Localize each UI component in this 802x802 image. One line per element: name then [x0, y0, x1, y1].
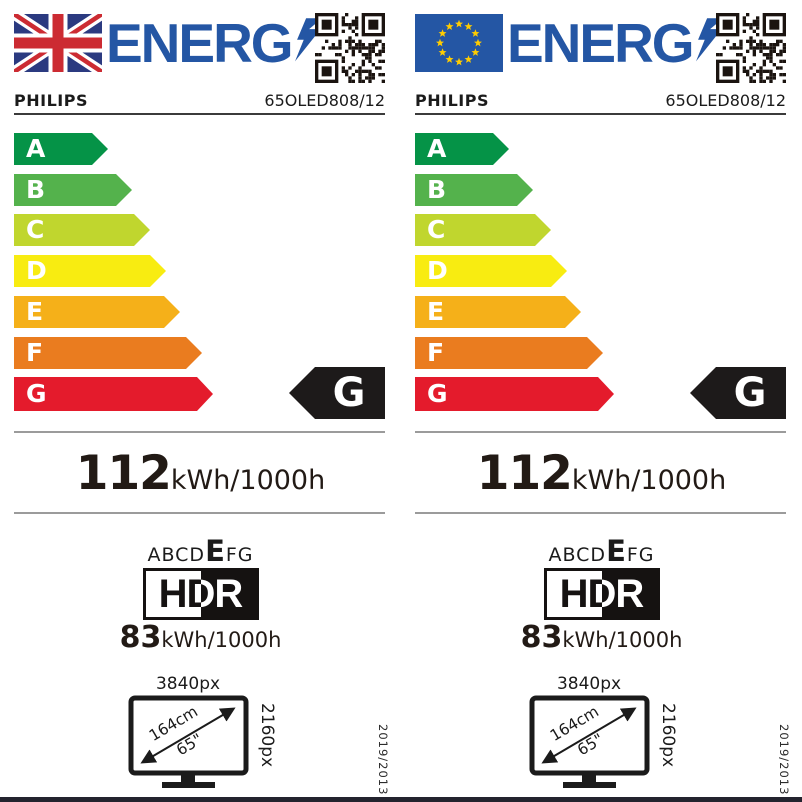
divider: [415, 512, 786, 514]
hdr-logo-text-light: HDR: [201, 572, 244, 616]
energ-word: ENERG: [106, 11, 294, 74]
screen-height-label: 2160px: [257, 703, 276, 767]
brand-row: PHILIPS 65OLED808/12: [14, 91, 385, 110]
hdr-consumption: 83 kWh/1000h: [401, 620, 802, 655]
energy-label-uk: ENERG PHILIPS 65OLED808/12 A B C D E F G…: [0, 0, 401, 797]
rating-pointer: G: [289, 367, 385, 419]
header-divider: [415, 113, 786, 115]
hdr-classes-after: FG: [225, 544, 254, 566]
energ-logo: ENERG: [106, 14, 322, 72]
sdr-value: 112: [75, 446, 172, 501]
scale-arrow-c: C: [14, 214, 150, 246]
hdr-logo-dark-half: HDR: [601, 571, 657, 617]
scale-arrow-g: G: [415, 377, 614, 411]
model-number: 65OLED808/12: [665, 91, 786, 110]
scale-arrow-g: G: [14, 377, 213, 411]
hdr-consumption: 83 kWh/1000h: [0, 620, 401, 655]
scale-arrow-b: B: [415, 174, 533, 206]
scale-arrow-e: E: [14, 296, 180, 328]
hdr-logo: HDR HDR: [543, 568, 660, 620]
regulation-number: 2019/2013: [376, 724, 390, 796]
energy-label-eu: ENERG PHILIPS 65OLED808/12 A B C D E F G…: [401, 0, 802, 797]
brand-name: PHILIPS: [14, 91, 88, 110]
grade-letter: F: [26, 338, 44, 367]
sdr-consumption: 112 kWh/1000h: [401, 446, 802, 501]
grade-letter: D: [427, 256, 448, 285]
eu-flag-icon: [415, 14, 503, 72]
scale-arrow-d: D: [415, 255, 567, 287]
scale-arrow-a: A: [14, 133, 108, 165]
grade-letter: D: [26, 256, 47, 285]
hdr-class-current: E: [205, 534, 226, 568]
sdr-unit: kWh/1000h: [170, 465, 326, 496]
divider: [14, 512, 385, 514]
rating-pointer: G: [690, 367, 786, 419]
scale-arrow-c: C: [415, 214, 551, 246]
scale-arrow-f: F: [415, 337, 603, 369]
grade-letter: C: [26, 215, 45, 244]
grade-letter: E: [427, 297, 445, 326]
scale-arrow-a: A: [415, 133, 509, 165]
grade-letter: A: [427, 134, 447, 163]
hdr-classes-before: ABCD: [548, 544, 607, 566]
grade-letter: B: [427, 175, 447, 204]
brand-name: PHILIPS: [415, 91, 489, 110]
hdr-class-current: E: [606, 534, 627, 568]
diagonal-arrow: [139, 707, 236, 764]
grade-letter: F: [427, 338, 445, 367]
scale-arrow-d: D: [14, 255, 166, 287]
divider: [14, 431, 385, 433]
hdr-unit: kWh/1000h: [562, 628, 683, 652]
energ-word: ENERG: [507, 11, 695, 74]
divider: [415, 431, 786, 433]
regulation-number: 2019/2013: [777, 724, 791, 796]
qr-code-icon: [315, 13, 385, 83]
scale-arrow-f: F: [14, 337, 202, 369]
rating-letter: G: [332, 370, 366, 416]
qr-code-icon: [716, 13, 786, 83]
grade-letter: G: [26, 379, 47, 408]
hdr-value: 83: [119, 620, 162, 655]
hdr-logo-text-light: HDR: [602, 572, 645, 616]
scale-arrow-e: E: [415, 296, 581, 328]
lightning-bolt-icon: [695, 18, 723, 62]
label-bottom-cut-line: [0, 797, 802, 802]
rating-letter: G: [733, 370, 767, 416]
tv-stand-base: [161, 782, 215, 788]
tv-stand-neck: [180, 773, 195, 782]
screen-size-diagram: 3840px 164cm 65" 2160px: [529, 674, 677, 788]
brand-row: PHILIPS 65OLED808/12: [415, 91, 786, 110]
tv-stand-base: [562, 782, 616, 788]
lightning-bolt-icon: [294, 18, 322, 62]
sdr-consumption: 112 kWh/1000h: [0, 446, 401, 501]
sdr-value: 112: [476, 446, 573, 501]
scale-arrow-b: B: [14, 174, 132, 206]
hdr-classes-after: FG: [626, 544, 655, 566]
grade-letter: C: [427, 215, 446, 244]
hdr-class-scale: ABCD E FG: [0, 534, 401, 568]
uk-flag-icon: [14, 14, 102, 72]
hdr-class-scale: ABCD E FG: [401, 534, 802, 568]
diagonal-arrow: [540, 707, 637, 764]
hdr-classes-before: ABCD: [147, 544, 206, 566]
hdr-logo: HDR HDR: [142, 568, 259, 620]
hdr-logo-dark-half: HDR: [200, 571, 256, 617]
screen-width-label: 3840px: [155, 674, 219, 694]
hdr-value: 83: [520, 620, 563, 655]
grade-letter: G: [427, 379, 448, 408]
sdr-unit: kWh/1000h: [571, 465, 727, 496]
header-divider: [14, 113, 385, 115]
screen-width-label: 3840px: [556, 674, 620, 694]
tv-stand-neck: [581, 773, 596, 782]
energ-logo: ENERG: [507, 14, 723, 72]
model-number: 65OLED808/12: [264, 91, 385, 110]
hdr-unit: kWh/1000h: [161, 628, 282, 652]
grade-letter: B: [26, 175, 46, 204]
screen-height-label: 2160px: [658, 703, 677, 767]
grade-letter: E: [26, 297, 44, 326]
grade-letter: A: [26, 134, 46, 163]
screen-size-diagram: 3840px 164cm 65" 2160px: [128, 674, 276, 788]
